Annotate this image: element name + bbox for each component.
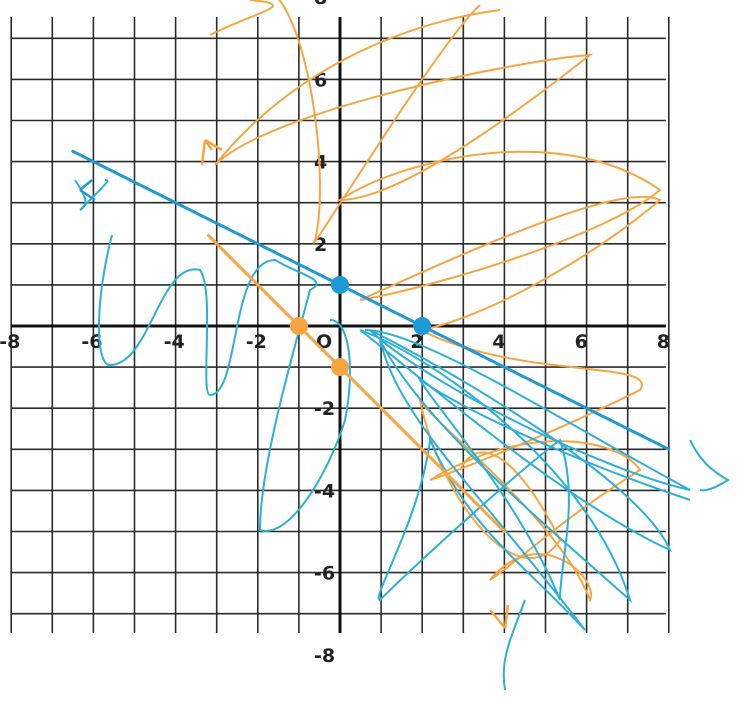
orange-arrow-lower-right xyxy=(489,604,510,629)
x-tick-label: 8 xyxy=(657,331,670,353)
y-tick-label: -4 xyxy=(314,480,335,502)
y-tick-label: -6 xyxy=(314,563,335,585)
x-tick-label: -4 xyxy=(164,331,185,353)
blue-arrow-upper-left xyxy=(79,179,96,202)
series-layer xyxy=(71,149,671,533)
data-point[interactable] xyxy=(331,275,349,294)
y-tick-label: 8 xyxy=(314,0,327,9)
tick-labels: O -8-6-4-224688642-2-4-6-8 xyxy=(0,0,670,667)
y-tick-label: -8 xyxy=(314,645,335,667)
x-tick-label: -8 xyxy=(0,331,20,353)
x-tick-label: -6 xyxy=(81,331,102,353)
x-tick-label: 2 xyxy=(410,331,423,353)
series-line xyxy=(206,234,506,533)
orange-scribble xyxy=(209,0,662,603)
series-line xyxy=(71,149,671,451)
orange-arrow-upper-left xyxy=(200,138,223,166)
scribbles xyxy=(74,0,730,691)
data-point[interactable] xyxy=(413,317,432,335)
data-point[interactable] xyxy=(289,317,308,335)
x-tick-label: 4 xyxy=(492,331,505,353)
blue-scribble-bottom xyxy=(502,599,526,691)
y-tick-label: -2 xyxy=(314,398,335,420)
blue-scribble-right xyxy=(359,329,730,631)
x-tick-label: 6 xyxy=(575,331,588,353)
y-tick-label: 4 xyxy=(314,152,327,174)
data-point[interactable] xyxy=(331,358,349,377)
x-tick-label: -2 xyxy=(246,331,267,353)
